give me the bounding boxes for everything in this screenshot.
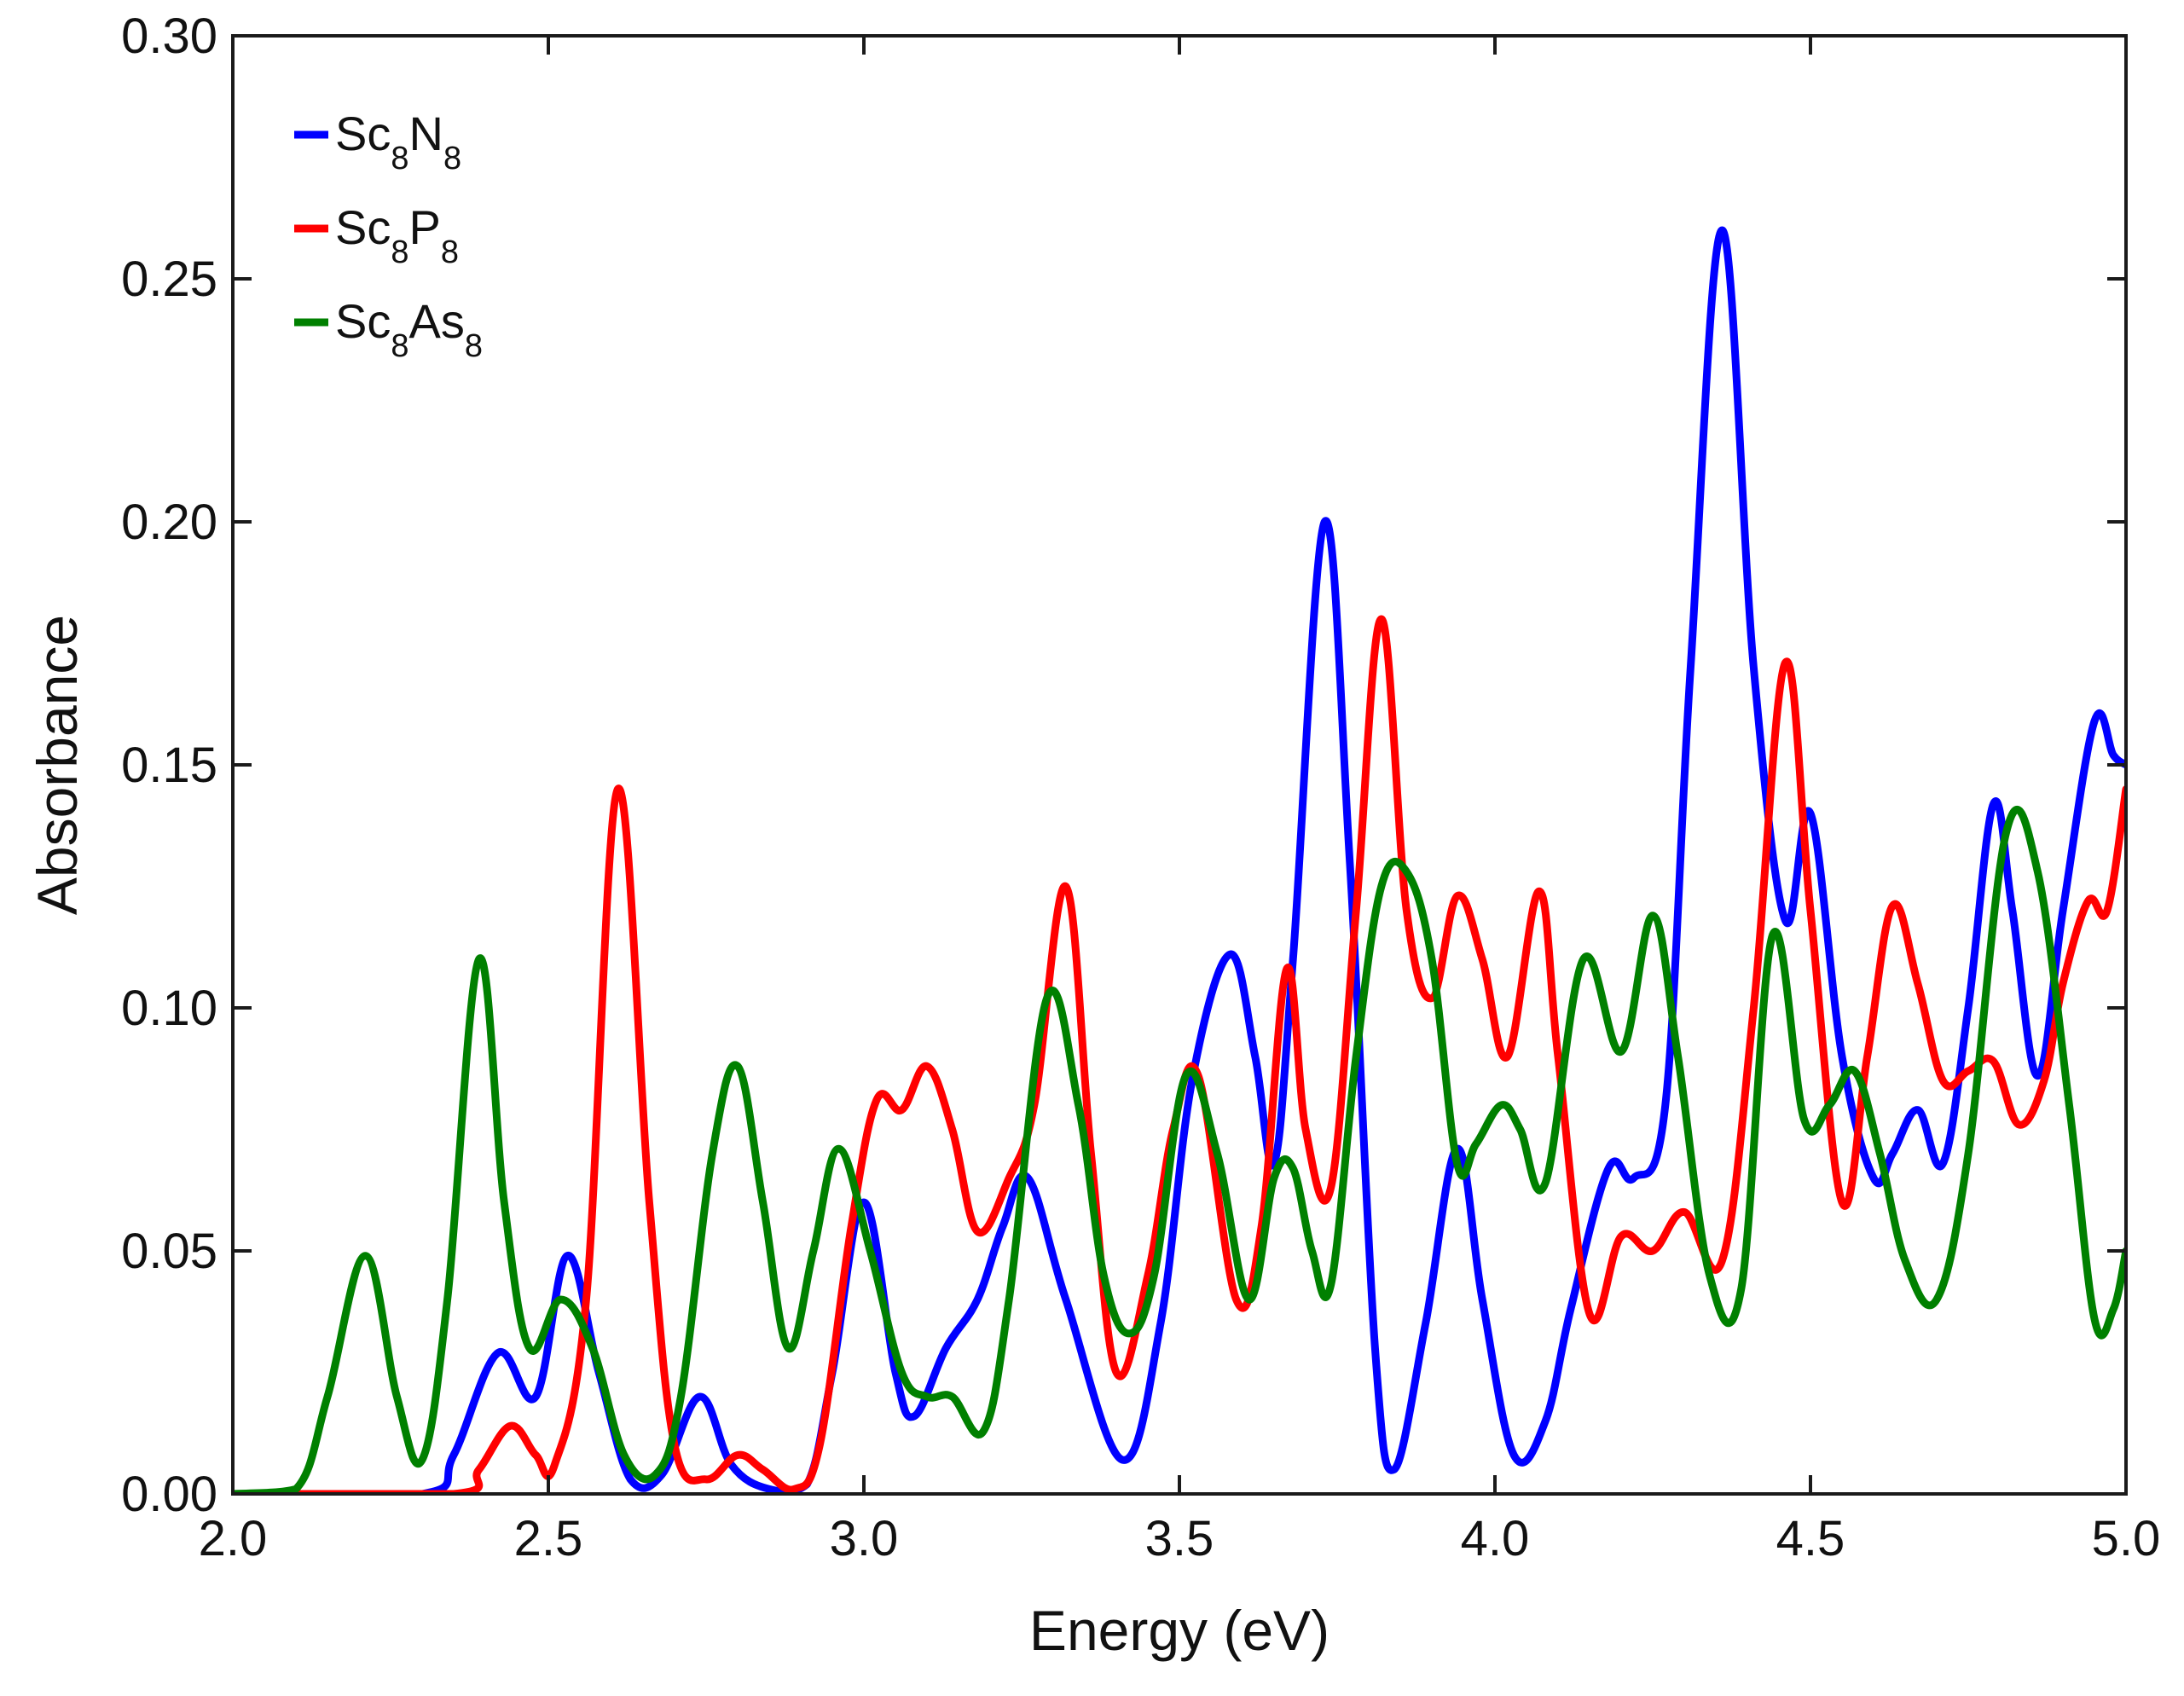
y-tick-label: 0.10	[121, 981, 217, 1036]
y-axis-title: Absorbance	[26, 615, 89, 915]
series-line-sc8p8	[233, 615, 2126, 1494]
legend-text-part: Sc	[335, 294, 391, 348]
legend-subscript: 8	[391, 141, 408, 177]
legend-subscript: 8	[443, 141, 461, 177]
x-tick-label: 2.5	[514, 1511, 583, 1566]
y-tick-label: 0.30	[121, 9, 217, 64]
legend-label: Sc8N8	[335, 107, 461, 177]
x-tick-label: 5.0	[2092, 1511, 2161, 1566]
legend-subscript: 8	[391, 328, 408, 364]
legend-subscript: 8	[441, 234, 459, 270]
x-tick-label: 3.0	[830, 1511, 899, 1566]
legend-item-sc8as8: Sc8As8	[294, 294, 483, 364]
x-tick-label: 3.5	[1145, 1511, 1214, 1566]
legend-item-sc8p8: Sc8P8	[294, 200, 459, 270]
series-line-sc8as8	[233, 805, 2126, 1494]
legend-label: Sc8As8	[335, 294, 483, 364]
y-tick-label: 0.15	[121, 738, 217, 793]
y-tick-label: 0.05	[121, 1224, 217, 1279]
x-axis-title: Energy (eV)	[1029, 1599, 1330, 1662]
series-layer	[233, 226, 2126, 1494]
y-tick-label: 0.00	[121, 1467, 217, 1522]
axis-layer: 2.0 2.5 3.0 3.5 4.0 4.5 5.0 0.00 0.05 0.10 0.15 0.2…	[121, 9, 2160, 1566]
legend-text-part: Sc	[335, 107, 391, 160]
legend-text-part: Sc	[335, 200, 391, 254]
x-tick-label: 4.0	[1461, 1511, 1530, 1566]
legend-label: Sc8P8	[335, 200, 459, 270]
legend-text-part: As	[409, 294, 465, 348]
x-tick-label: 2.0	[199, 1511, 268, 1566]
y-tick-label: 0.20	[121, 495, 217, 550]
legend-item-sc8n8: Sc8N8	[294, 107, 461, 177]
legend-subscript: 8	[465, 328, 483, 364]
legend-subscript: 8	[391, 234, 408, 270]
legend-text-part: N	[409, 107, 443, 160]
x-tick-label: 4.5	[1776, 1511, 1845, 1566]
y-tick-label: 0.25	[121, 252, 217, 307]
legend-text-part: P	[409, 200, 441, 254]
